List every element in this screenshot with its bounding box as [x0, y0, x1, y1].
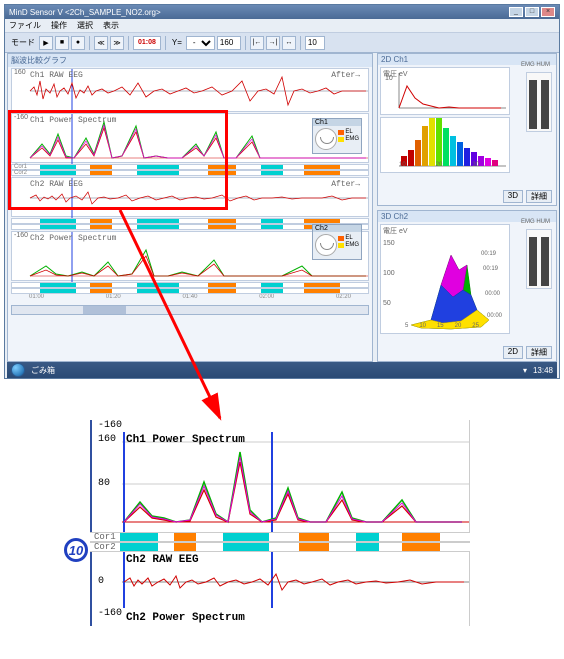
z-80: 80 — [98, 478, 110, 489]
zoom-detail: -160 160 80 Ch1 Power Spectrum Cor1 Cor2… — [90, 420, 470, 626]
z-neg160-b: -160 — [98, 608, 122, 619]
annotation-circle-10: 10 — [64, 538, 88, 562]
zoom-ch2-pow-header: -160 Ch2 Power Spectrum — [90, 608, 470, 626]
z-zero: 0 — [98, 576, 104, 587]
z-ch2p-label: Ch2 Power Spectrum — [126, 612, 245, 624]
callout-arrow — [0, 0, 564, 440]
z-ch2r-label: Ch2 RAW EEG — [126, 554, 199, 566]
annotation-10-text: 10 — [69, 543, 83, 558]
zoom-cor2: Cor2 — [90, 542, 470, 552]
zoom-ch1-pow: 160 80 Ch1 Power Spectrum — [90, 432, 470, 532]
zoom-ch2-raw: 0 Ch2 RAW EEG — [90, 552, 470, 608]
zoom-cor1: Cor1 — [90, 532, 470, 542]
